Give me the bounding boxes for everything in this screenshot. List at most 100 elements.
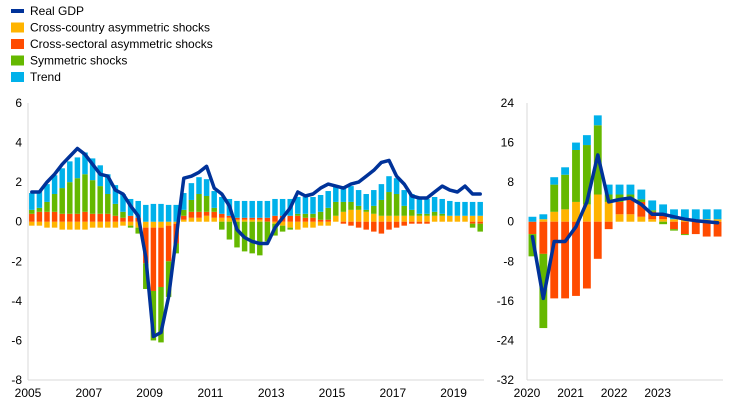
- left-bar-trend: [363, 194, 369, 210]
- legend-label-trend: Trend: [30, 70, 61, 84]
- left-bar-cs: [51, 211, 58, 222]
- right-x-tick-label: 2021: [557, 386, 584, 400]
- left-bar-cc: [302, 221, 309, 228]
- legend-label-sym: Symmetric shocks: [30, 54, 127, 68]
- left-x-tick-label: 2015: [319, 386, 346, 400]
- legend-label-gdp: Real GDP: [30, 4, 84, 18]
- legend-label-cs: Cross-sectoral asymmetric shocks: [30, 37, 213, 51]
- left-bar-trend: [120, 194, 126, 212]
- right-bar-cs: [572, 221, 580, 296]
- left-bar-cc: [203, 215, 210, 222]
- left-bar-cc: [82, 221, 88, 230]
- right-y-tick-label: 24: [501, 96, 515, 110]
- right-bar-trend: [561, 167, 570, 175]
- right-real-gdp-line: [530, 153, 720, 301]
- left-bar-sym: [302, 213, 309, 218]
- left-bar-sym: [143, 263, 149, 289]
- left-bar-sym: [165, 261, 172, 297]
- left-bar-cs: [226, 215, 233, 218]
- left-bar-cs: [29, 213, 35, 222]
- right-bar-cs: [528, 221, 537, 235]
- right-bar-trend: [539, 214, 548, 220]
- left-bar-cc: [59, 221, 65, 230]
- left-bar-sym: [333, 201, 339, 216]
- left-bar-cc: [393, 215, 400, 222]
- left-bar-sym: [82, 174, 88, 212]
- left-bar-cc: [333, 215, 339, 222]
- left-bar-trend: [272, 198, 278, 216]
- left-bar-sym: [401, 205, 407, 216]
- left-bar-sym: [120, 211, 126, 218]
- right-bar-trend: [670, 209, 678, 220]
- left-bar-cs: [409, 221, 415, 224]
- left-bar-cc: [112, 221, 119, 228]
- left-bar-cc: [424, 215, 430, 222]
- left-bar-cc: [469, 215, 476, 222]
- left-bar-sym: [477, 223, 483, 232]
- right-bar-trend: [572, 142, 580, 150]
- left-bar-cs: [127, 215, 134, 222]
- left-bar-sym: [378, 199, 385, 216]
- right-bar-trend: [593, 115, 602, 126]
- left-bar-cs: [302, 217, 309, 222]
- left-bar-trend: [257, 200, 263, 218]
- left-bar-cc: [348, 209, 354, 222]
- left-bar-cc: [181, 219, 187, 222]
- left-bar-cc: [74, 221, 81, 230]
- left-bar-sym: [416, 213, 423, 216]
- left-bar-cc: [317, 221, 324, 226]
- left-bar-sym: [135, 227, 141, 234]
- left-bar-trend: [439, 198, 445, 214]
- left-bar-cc: [127, 221, 134, 226]
- left-bar-trend: [462, 201, 468, 216]
- right-bar-cc: [615, 214, 624, 222]
- left-bar-cs: [355, 221, 362, 228]
- left-real-gdp-line: [30, 146, 482, 339]
- right-bar-trend: [659, 204, 668, 215]
- left-bar-cs: [241, 217, 248, 220]
- left-bar-sym: [393, 194, 400, 216]
- left-bar-sym: [29, 209, 35, 214]
- right-bar-trend: [604, 184, 613, 195]
- left-bar-sym: [59, 188, 65, 214]
- left-bar-cc: [340, 211, 347, 222]
- left-bar-trend: [196, 177, 202, 195]
- left-bar-sym: [409, 209, 415, 216]
- left-bar-cs: [287, 215, 293, 222]
- left-bar-cs: [295, 215, 301, 222]
- right-bar-cc: [604, 201, 613, 222]
- left-x-tick-label: 2007: [75, 386, 102, 400]
- left-bar-trend: [477, 201, 483, 216]
- left-bar-cs: [211, 211, 217, 218]
- left-bar-cs: [477, 221, 483, 224]
- left-bar-sym: [310, 213, 316, 218]
- left-bar-trend: [82, 152, 88, 175]
- left-bar-sym: [97, 186, 103, 214]
- right-bar-cc: [582, 204, 591, 222]
- left-bar-sym: [439, 213, 445, 216]
- right-bar-trend: [582, 135, 591, 146]
- left-bar-sym: [249, 221, 255, 254]
- left-bar-cc: [51, 221, 58, 228]
- left-bar-sym: [203, 195, 210, 212]
- right-y-tick-label: -24: [497, 333, 515, 347]
- right-bar-cc: [637, 216, 646, 222]
- left-bar-cs: [234, 217, 240, 220]
- left-bar-trend: [44, 184, 50, 202]
- left-bar-sym: [348, 201, 354, 210]
- left-bar-trend: [67, 161, 73, 183]
- right-bar-trend: [648, 200, 657, 211]
- left-bar-cc: [158, 221, 164, 228]
- left-bar-cc: [196, 217, 202, 222]
- left-bar-cc: [401, 215, 407, 222]
- left-bar-cc: [439, 215, 445, 222]
- left-bar-trend: [371, 190, 377, 206]
- left-bar-trend: [401, 190, 407, 206]
- left-bar-cc: [355, 209, 362, 222]
- left-bar-cc: [234, 219, 240, 222]
- left-bar-sym: [51, 194, 58, 212]
- right-bar-trend: [528, 216, 537, 222]
- right-bar-cs: [670, 221, 678, 230]
- left-bar-cs: [340, 221, 347, 224]
